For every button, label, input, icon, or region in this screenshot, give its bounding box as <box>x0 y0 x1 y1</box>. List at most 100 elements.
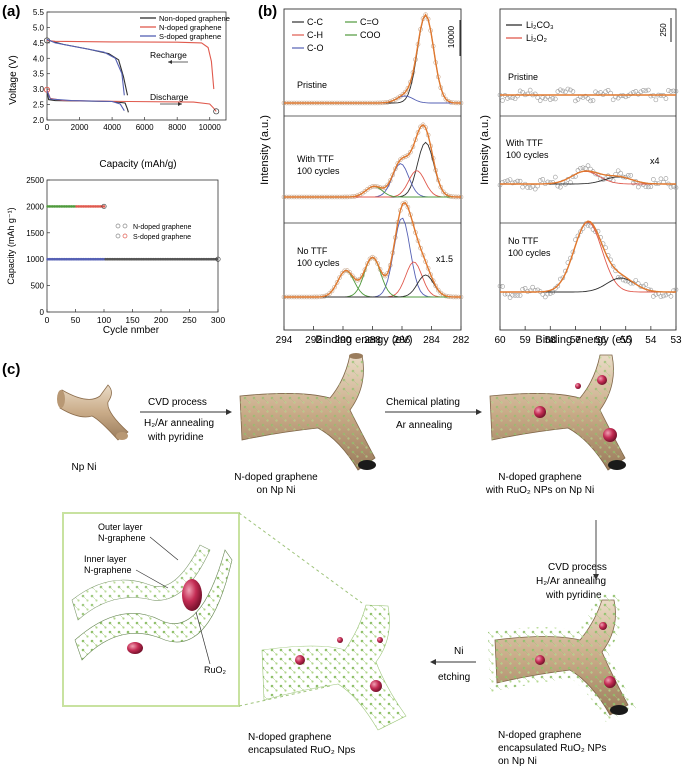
chartB1-data-point <box>405 152 411 158</box>
a2-end-n <box>215 256 221 262</box>
a1-xtick-label: 4000 <box>103 123 121 132</box>
chartB2-data-point <box>497 283 503 289</box>
chartB2-data-point <box>530 184 535 189</box>
chartB2-data-point <box>530 284 535 290</box>
chartB1-xtick-label: 292 <box>305 335 322 346</box>
chartB2-data-point <box>618 93 623 99</box>
n-graphene-encapsulated-ruo2-mesh <box>261 604 407 731</box>
chartB2-data-point <box>580 165 586 171</box>
a1-legend-label: S-doped graphene <box>159 32 221 41</box>
chartB2-data-point <box>527 288 533 294</box>
a1-ytick-label: 4.0 <box>33 54 45 63</box>
a1-annotation-recharge: Recharge <box>150 50 187 60</box>
stage4-line3: on Np Ni <box>498 756 537 767</box>
chartB2-data-point <box>651 294 656 299</box>
a2-legend-marker <box>115 223 121 229</box>
chartB2-data-point <box>555 183 561 189</box>
chartB2-data-point <box>668 89 674 94</box>
n-graphene-on-np-ni <box>239 353 376 471</box>
b1-multiplier: x1.5 <box>436 254 453 264</box>
chartB1-data-point <box>367 185 373 190</box>
chartB2-xtick-label: 55 <box>620 335 632 346</box>
n-graphene-encapsulated-ruo2-on-np-ni <box>488 592 636 722</box>
a2-xtick-label: 250 <box>182 315 196 325</box>
chartB2-data-point <box>512 96 518 102</box>
b1-row-nottf-2: 100 cycles <box>297 258 340 268</box>
chartB1-data-point <box>440 189 446 195</box>
b1-legend-label: C=O <box>360 17 379 27</box>
zoom-outer-2: N-graphene <box>98 533 146 543</box>
chartB2-data-point <box>658 176 664 182</box>
stage3-line2: with RuO₂ NPs on Np Ni <box>485 485 594 496</box>
xps-c1s-chart: Intensity (a.u.) Binding energy (eV) 100… <box>259 8 470 346</box>
chartB1-data-point <box>400 155 406 161</box>
step4-line1: Ni <box>454 646 463 657</box>
chartB1-data-point <box>355 277 360 283</box>
chartB2-component <box>500 170 676 185</box>
b2-multiplier: x4 <box>650 156 660 166</box>
chartB2-data-point <box>668 294 674 299</box>
chartB2-data-point <box>517 178 523 184</box>
chartB1-data-point <box>332 284 337 290</box>
zoom-ruo2: RuO₂ <box>204 665 227 675</box>
a1-xtick-label: 2000 <box>71 123 89 132</box>
step1-line2: H₂/Ar annealing <box>144 418 214 429</box>
a1-ytick-label: 2.5 <box>33 101 45 110</box>
a2-ytick-label: 0 <box>40 308 45 317</box>
chartB2-data-point <box>651 177 656 182</box>
chartB2-data-point <box>517 88 523 94</box>
chartB1-data-point <box>337 275 342 280</box>
zoom-line-1 <box>238 512 363 604</box>
chartB2-data-point <box>663 176 669 181</box>
b1-xlabel: Binding energy (eV) <box>315 334 412 346</box>
chartB1-envelope <box>284 201 461 298</box>
stage3-line1: N-doped graphene <box>498 472 582 483</box>
chartB2-data-point <box>658 294 664 299</box>
a1-legend-label: N-doped graphene <box>159 23 222 32</box>
chartB2-data-point <box>646 184 651 190</box>
chartB1-xtick-label: 290 <box>335 335 352 346</box>
chartB2-data-point <box>510 95 515 101</box>
a2-xtick-label: 150 <box>125 315 139 325</box>
a2-xtick-label: 100 <box>97 315 111 325</box>
stage5-line1: N-doped graphene <box>248 732 332 743</box>
b1-legend-label: C-H <box>307 30 323 40</box>
chartB2-data-point <box>525 91 530 97</box>
chartB1-data-point <box>382 273 388 279</box>
chartB2-data-point <box>500 98 505 103</box>
chartB2-data-point <box>537 178 543 183</box>
chartB2-data-point <box>605 87 611 93</box>
b2-row-withttf-1: With TTF <box>506 138 543 148</box>
chartB2-envelope <box>500 170 676 185</box>
chartB2-data-point <box>573 98 578 104</box>
a1-end-marker <box>213 108 220 115</box>
chartB1-data-point <box>435 287 441 293</box>
b2-row-withttf-2: 100 cycles <box>506 150 549 160</box>
chartB2-data-point <box>507 295 513 300</box>
chartB2-data-point <box>510 292 515 298</box>
a1-xtick-label: 6000 <box>136 123 154 132</box>
chartB2-data-point <box>540 177 546 182</box>
chartB2-xtick-label: 57 <box>570 335 582 346</box>
chartB2-data-point <box>633 278 639 283</box>
chartB2-data-point <box>575 97 581 102</box>
b2-row-pristine: Pristine <box>508 72 538 82</box>
a1-series-discharge-2 <box>46 90 125 111</box>
chartB2-data-point <box>671 88 676 94</box>
chartB2-data-point <box>547 291 553 296</box>
chartB2-data-point <box>615 168 621 174</box>
chartB2-xtick-label: 59 <box>520 335 532 346</box>
stage4-line1: N-doped graphene <box>498 730 582 741</box>
a2-xtick-label: 50 <box>71 315 81 325</box>
b1-scale-bar-label: 10000 <box>447 25 456 48</box>
chartB2-data-point <box>673 185 679 190</box>
schematic: Np Ni CVD process H₂/Ar annealing with p… <box>57 353 636 767</box>
chartB2-data-point <box>585 96 591 101</box>
chartB1-data-point <box>423 12 428 18</box>
a2-xtick-label: 0 <box>45 315 50 325</box>
chartB2-data-point <box>515 178 520 184</box>
chartB2-data-point <box>635 184 641 190</box>
chartB1-data-point <box>403 89 408 95</box>
chartB2-data-point <box>625 173 631 178</box>
a2-xtick-label: 300 <box>211 315 225 325</box>
